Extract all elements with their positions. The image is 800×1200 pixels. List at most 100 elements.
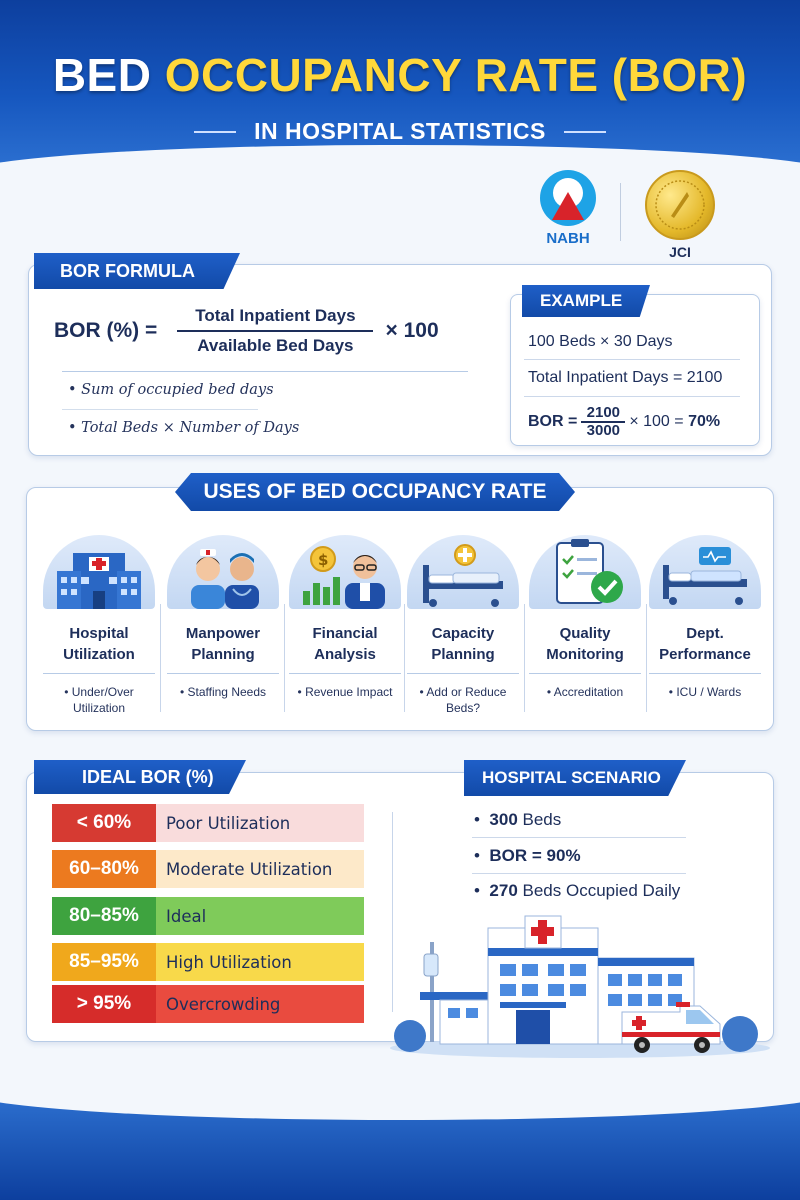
use-item-capacity-planning: Capacity Planning • Add or Reduce Beds?: [404, 535, 522, 718]
bor-range: 60–80%: [52, 850, 156, 888]
page-subtitle: IN HOSPITAL STATISTICS: [254, 118, 546, 144]
use-item-name: Capacity Planning: [431, 625, 495, 663]
formula-note: • Sum of occupied bed days: [68, 382, 274, 398]
bor-formula: BOR (%) = Total Inpatient Days Available…: [54, 306, 439, 356]
use-item-name: Quality Monitoring: [546, 625, 624, 663]
note-divider: [62, 409, 258, 410]
checklist-check-icon: [529, 535, 641, 609]
finance-analyst-icon: $: [289, 535, 401, 609]
example-bor-label: BOR =: [528, 413, 578, 430]
use-item-divider: [407, 673, 519, 674]
bor-range: 85–95%: [52, 943, 156, 981]
column-divider: [524, 604, 525, 712]
use-item-hospital-utilization: Hospital Utilization • Under/Over Utiliz…: [40, 535, 158, 718]
example-result-mid: × 100 =: [629, 413, 684, 430]
use-item-note: • Staffing Needs: [179, 685, 267, 699]
formula-ribbon: BOR FORMULA: [34, 253, 240, 289]
example-line: 100 Beds × 30 Days: [528, 333, 673, 350]
bor-description: Overcrowding: [156, 985, 364, 1023]
example-fraction: 2100 3000: [581, 404, 626, 439]
uses-ribbon: USES OF BED OCCUPANCY RATE: [175, 473, 575, 511]
bor-description: Ideal: [156, 897, 364, 935]
use-item-name: Manpower Planning: [185, 625, 261, 663]
scenario-bullet: •: [474, 846, 480, 865]
scenario-divider: [472, 873, 686, 874]
use-item-divider: [649, 673, 761, 674]
icu-bed-icon: [649, 535, 761, 609]
example-line: Total Inpatient Days = 2100: [528, 369, 723, 386]
nabh-label: NABH: [546, 230, 590, 247]
use-item-name: Dept. Performance: [659, 625, 751, 663]
scenario-item: • BOR = 90%: [474, 846, 581, 866]
fraction-bar: [177, 330, 374, 332]
ideal-bor-row: 80–85% Ideal: [52, 897, 364, 935]
bor-range: > 95%: [52, 985, 156, 1023]
use-item-financial-analysis: $ Financial Analysis • Revenue Impact: [286, 535, 404, 718]
bor-description: Moderate Utilization: [156, 850, 364, 888]
use-item-quality-monitoring: Quality Monitoring • Accreditation: [526, 535, 644, 718]
nabh-emblem-icon: [540, 170, 596, 226]
ideal-bor-row: 60–80% Moderate Utilization: [52, 850, 364, 888]
example-ribbon: EXAMPLE: [522, 285, 650, 317]
jci-logo: JCI: [640, 170, 720, 260]
formula-fraction: Total Inpatient Days Available Bed Days: [171, 306, 379, 356]
ideal-bor-row: 85–95% High Utilization: [52, 943, 364, 981]
scenario-value: 270: [489, 881, 518, 900]
scenario-text: Beds: [517, 810, 562, 829]
formula-note: • Total Beds × Number of Days: [68, 420, 300, 436]
example-divider: [524, 359, 740, 360]
use-item-note: • Under/Over Utilization: [64, 685, 134, 715]
jci-gold-seal-icon: [645, 170, 715, 240]
scenario-divider: [472, 837, 686, 838]
use-item-name: Financial Analysis: [312, 625, 378, 663]
example-fraction-num: 2100: [586, 404, 621, 421]
ideal-bor-row: > 95% Overcrowding: [52, 985, 364, 1023]
example-card: [510, 294, 760, 446]
bor-description: High Utilization: [156, 943, 364, 981]
column-divider: [160, 604, 161, 712]
use-item-note: • Accreditation: [546, 685, 624, 699]
logo-divider: [620, 183, 621, 241]
subtitle-row: IN HOSPITAL STATISTICS: [0, 118, 800, 145]
use-item-divider: [289, 673, 401, 674]
use-item-note: • Add or Reduce Beds?: [419, 685, 507, 715]
bor-description: Poor Utilization: [156, 804, 364, 842]
scenario-value: BOR = 90%: [489, 846, 581, 865]
formula-lhs: BOR (%) =: [54, 319, 158, 342]
column-divider: [646, 604, 647, 712]
nurse-doctor-icon: [167, 535, 279, 609]
formula-divider: [62, 371, 468, 372]
title-yellow-part: OCCUPANCY RATE (BOR): [164, 49, 748, 101]
title-white-part: BED: [52, 49, 165, 101]
header-banner: BED OCCUPANCY RATE (BOR) IN HOSPITAL STA…: [0, 0, 800, 175]
scenario-bullet: •: [474, 810, 480, 829]
use-item-note: • ICU / Wards: [668, 685, 742, 699]
scenario-item: • 300 Beds: [474, 810, 561, 830]
formula-denominator: Available Bed Days: [197, 336, 354, 355]
scenario-value: 300: [489, 810, 518, 829]
subtitle-rule-right: [563, 130, 606, 133]
formula-multiplier: × 100: [385, 319, 439, 342]
hospital-ambulance-illustration: [380, 910, 772, 1060]
use-item-divider: [43, 673, 155, 674]
column-divider: [284, 604, 285, 712]
use-item-manpower-planning: Manpower Planning • Staffing Needs: [164, 535, 282, 718]
section-divider: [392, 812, 393, 1012]
scenario-bullet: •: [474, 881, 480, 900]
bor-range: < 60%: [52, 804, 156, 842]
example-result: 70%: [688, 413, 721, 430]
use-item-divider: [529, 673, 641, 674]
footer-band: [0, 1090, 800, 1200]
page-title: BED OCCUPANCY RATE (BOR): [0, 48, 800, 102]
subtitle-rule-left: [194, 130, 237, 133]
example-fraction-den: 3000: [586, 422, 621, 439]
hospital-building-icon: [43, 535, 155, 609]
scenario-text: Beds Occupied Daily: [517, 881, 681, 900]
bor-range: 80–85%: [52, 897, 156, 935]
scenario-ribbon: HOSPITAL SCENARIO: [464, 760, 686, 796]
svg-text:$: $: [318, 551, 328, 569]
ideal-bor-row: < 60% Poor Utilization: [52, 804, 364, 842]
nabh-logo: NABH: [528, 170, 608, 247]
jci-label: JCI: [669, 244, 691, 260]
use-item-divider: [167, 673, 279, 674]
